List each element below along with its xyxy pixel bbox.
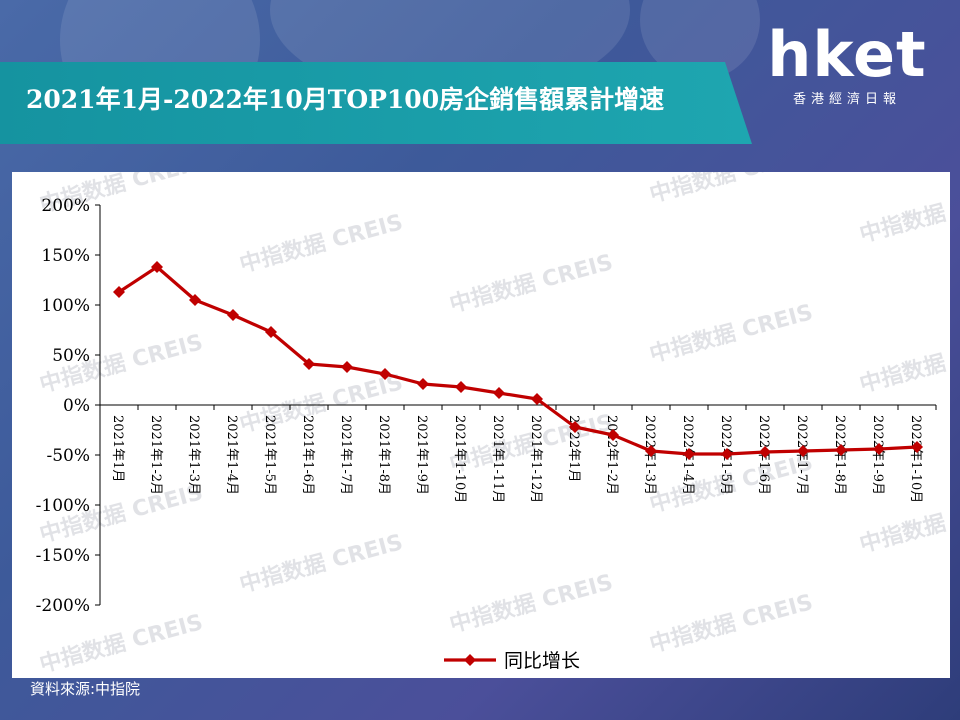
series-line <box>118 265 918 456</box>
legend-marker <box>464 654 476 666</box>
data-point-marker <box>797 445 809 457</box>
y-tick-label: -100% <box>36 496 90 516</box>
data-point-marker <box>151 261 163 273</box>
watermark-text: 中指数据 CREIS <box>857 489 950 558</box>
watermark-text: 中指数据 CREIS <box>237 209 406 278</box>
x-tick-label: 2021年1-4月 <box>224 415 239 495</box>
y-tick-label: 150% <box>41 246 90 266</box>
x-tick-label: 2021年1-9月 <box>414 415 429 495</box>
x-tick-label: 2021年1-3月 <box>186 415 201 495</box>
data-point-marker <box>493 387 505 399</box>
watermark-text: 中指数据 CREIS <box>647 299 816 368</box>
hket-logo: hket 香港經濟日報 <box>762 18 932 108</box>
page-title: 2021年1月-2022年10月TOP100房企銷售額累計增速 <box>26 85 665 114</box>
watermark-text: 中指数据 CREIS <box>857 179 950 248</box>
data-point-marker <box>189 294 201 306</box>
data-point-marker <box>227 309 239 321</box>
chart-panel: 中指数据 CREIS 中指数据 CREIS 中指数据 CREIS 中指数据 CREIS… <box>12 139 960 678</box>
y-tick-label: 200% <box>41 196 90 216</box>
data-point-marker <box>683 448 695 460</box>
data-point-marker <box>569 421 581 433</box>
data-point-marker <box>379 368 391 380</box>
watermark-text: 中指数据 CREIS <box>447 249 616 318</box>
x-tick-label: 2022年1-9月 <box>870 415 885 495</box>
watermark-text: 中指数据 CREIS <box>647 589 816 658</box>
source-note: 資料來源:中指院 <box>30 680 141 698</box>
y-tick-label: 0% <box>63 396 90 416</box>
y-tick-label: -50% <box>46 446 90 466</box>
x-tick-label: 2022年1-8月 <box>832 415 847 495</box>
x-tick-label: 2021年1-11月 <box>490 415 505 503</box>
data-point-marker <box>265 326 277 338</box>
y-tick-label: 50% <box>52 346 90 366</box>
x-tick-label: 2021年1-6月 <box>300 415 315 495</box>
data-point-marker <box>759 446 771 458</box>
y-tick-label: 100% <box>41 296 90 316</box>
line-chart: 中指数据 CREIS 中指数据 CREIS 中指数据 CREIS 中指数据 CREIS… <box>36 139 960 678</box>
logo-wordmark: hket <box>767 18 927 91</box>
data-point-marker <box>835 444 847 456</box>
x-tick-label: 2021年1-2月 <box>148 415 163 495</box>
data-point-marker <box>531 393 543 405</box>
x-tick-label: 2021年1月 <box>110 415 125 482</box>
legend-label: 同比增长 <box>504 650 580 672</box>
x-tick-label: 2021年1-12月 <box>528 415 543 503</box>
x-tick-label: 2022年1-10月 <box>908 415 923 503</box>
watermark-text: 中指数据 CREIS <box>447 569 616 638</box>
data-point-marker <box>455 381 467 393</box>
y-tick-label: -150% <box>36 546 90 566</box>
watermark-text: 中指数据 CREIS <box>237 529 406 598</box>
x-tick-label: 2021年1-7月 <box>338 415 353 495</box>
x-tick-label: 2021年1-8月 <box>376 415 391 495</box>
title-banner <box>0 62 752 144</box>
data-point-marker <box>417 378 429 390</box>
data-point-marker <box>303 358 315 370</box>
watermark-text: 中指数据 CREIS <box>37 609 206 678</box>
x-tick-label: 2022年1-2月 <box>604 415 619 495</box>
watermark-text: 中指数据 CREIS <box>647 172 816 208</box>
x-tick-label: 2021年1-10月 <box>452 415 467 503</box>
data-point-marker <box>721 448 733 460</box>
data-point-marker <box>873 443 885 455</box>
data-point-marker <box>113 286 125 298</box>
data-point-marker <box>341 361 353 373</box>
x-tick-label: 2022年1月 <box>566 415 581 482</box>
logo-subtitle: 香港經濟日報 <box>792 92 901 107</box>
watermark-text: 中指数据 CREIS <box>857 329 950 398</box>
data-point-marker <box>607 429 619 441</box>
data-point-marker <box>645 445 657 457</box>
y-tick-label: -200% <box>36 596 90 616</box>
x-tick-label: 2021年1-5月 <box>262 415 277 495</box>
data-point-marker <box>911 441 923 453</box>
